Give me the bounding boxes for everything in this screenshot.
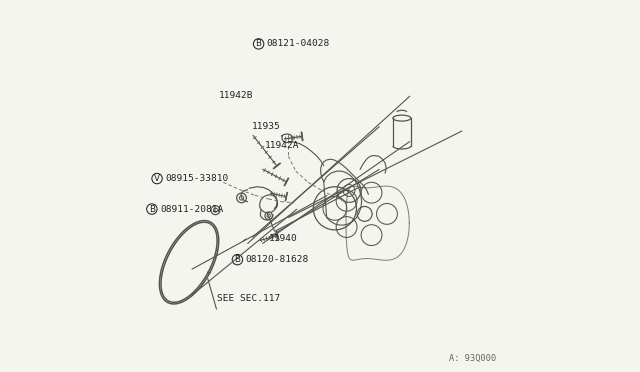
Text: 11942B: 11942B xyxy=(219,92,253,100)
Text: SEE SEC.117: SEE SEC.117 xyxy=(216,294,280,303)
Text: 11935: 11935 xyxy=(252,122,281,131)
Text: 08911-2081A: 08911-2081A xyxy=(160,205,223,214)
Text: 11942A: 11942A xyxy=(265,141,300,150)
Text: V: V xyxy=(154,174,160,183)
Text: A: 93Q000: A: 93Q000 xyxy=(449,354,497,363)
Text: 08915-33810: 08915-33810 xyxy=(165,174,228,183)
Text: B: B xyxy=(149,205,155,214)
Text: B: B xyxy=(234,255,241,264)
Text: B: B xyxy=(255,39,262,48)
Text: 08120-81628: 08120-81628 xyxy=(246,255,309,264)
Text: 11940: 11940 xyxy=(269,234,298,243)
Text: 08121-04028: 08121-04028 xyxy=(267,39,330,48)
